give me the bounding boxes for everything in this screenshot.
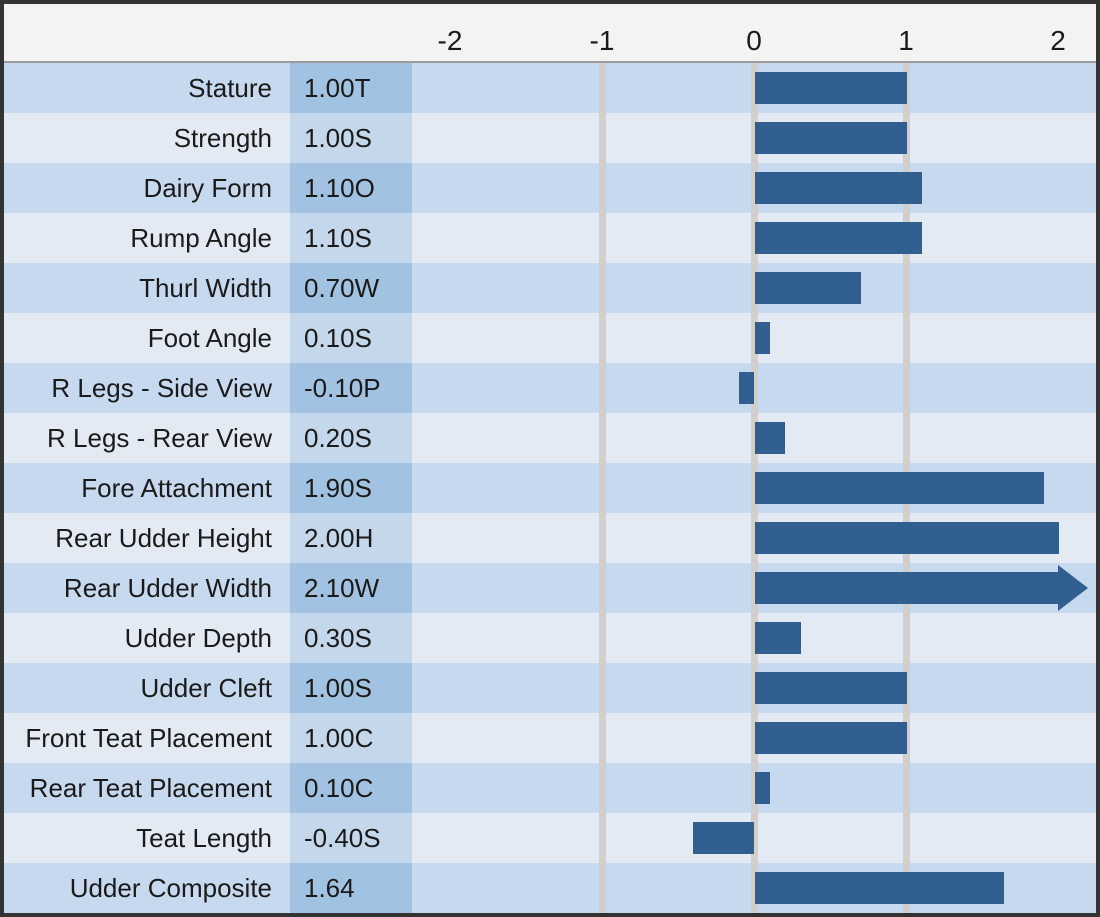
trait-label: Front Teat Placement xyxy=(25,723,272,753)
trait-value: 0.30S xyxy=(290,613,412,663)
trait-value: 2.00H xyxy=(290,513,412,563)
table-row: Teat Length -0.40S xyxy=(4,813,1096,863)
table-row: Udder Cleft 1.00S xyxy=(4,663,1096,713)
trait-label: Fore Attachment xyxy=(81,473,272,503)
trait-value: 1.10S xyxy=(290,213,412,263)
bar xyxy=(755,272,861,304)
table-row: Rear Udder Height 2.00H xyxy=(4,513,1096,563)
table-row: Udder Depth 0.30S xyxy=(4,613,1096,663)
bar xyxy=(739,372,754,404)
x-tick-label: 1 xyxy=(898,25,914,56)
table-row: R Legs - Rear View 0.20S xyxy=(4,413,1096,463)
trait-rows: Stature 1.00T Strength 1.00S Dairy Form 1.10O… xyxy=(4,63,1096,913)
trait-label: Stature xyxy=(188,73,272,103)
trait-label: Rear Udder Height xyxy=(55,523,272,553)
x-tick-label: -2 xyxy=(437,25,463,56)
trait-value: 1.00C xyxy=(290,713,412,763)
table-row: Front Teat Placement 1.00C xyxy=(4,713,1096,763)
trait-label: R Legs - Rear View xyxy=(47,423,272,453)
overflow-arrow-icon xyxy=(1058,565,1088,611)
bar xyxy=(755,722,907,754)
trait-label: Strength xyxy=(173,123,272,153)
trait-label: Udder Cleft xyxy=(140,673,273,703)
table-row: Stature 1.00T xyxy=(4,63,1096,113)
trait-label: R Legs - Side View xyxy=(51,373,272,403)
table-row: Rear Teat Placement 0.10C xyxy=(4,763,1096,813)
bar xyxy=(755,422,785,454)
bar xyxy=(755,672,907,704)
table-row: Foot Angle 0.10S xyxy=(4,313,1096,363)
bar xyxy=(755,322,770,354)
trait-value: 0.10S xyxy=(290,313,412,363)
bar xyxy=(755,872,1004,904)
trait-value: 1.00S xyxy=(290,663,412,713)
bar xyxy=(755,172,922,204)
table-row: Strength 1.00S xyxy=(4,113,1096,163)
trait-value: 1.00S xyxy=(290,113,412,163)
trait-label: Udder Depth xyxy=(124,623,272,653)
bar xyxy=(755,522,1059,554)
trait-value: 1.10O xyxy=(290,163,412,213)
bar-overflow-body xyxy=(755,572,1058,604)
trait-value: 0.70W xyxy=(290,263,412,313)
table-row: Rear Udder Width 2.10W xyxy=(4,563,1096,613)
trait-value: 0.20S xyxy=(290,413,412,463)
table-row: R Legs - Side View -0.10P xyxy=(4,363,1096,413)
trait-label: Rump Angle xyxy=(130,223,272,253)
bar xyxy=(755,222,922,254)
trait-value: 1.90S xyxy=(290,463,412,513)
trait-label: Dairy Form xyxy=(143,173,272,203)
trait-value: 1.64 xyxy=(290,863,412,913)
table-row: Dairy Form 1.10O xyxy=(4,163,1096,213)
trait-value: 0.10C xyxy=(290,763,412,813)
trait-value: 1.00T xyxy=(290,63,412,113)
table-row: Fore Attachment 1.90S xyxy=(4,463,1096,513)
trait-label: Rear Teat Placement xyxy=(29,773,272,803)
x-axis-header: -2 -1 0 1 2 xyxy=(4,4,1096,63)
trait-label: Teat Length xyxy=(136,823,272,853)
table-row: Rump Angle 1.10S xyxy=(4,213,1096,263)
table-row: Udder Composite 1.64 xyxy=(4,863,1096,913)
x-tick-label: -1 xyxy=(589,25,615,56)
trait-value: -0.10P xyxy=(290,363,412,413)
bar xyxy=(755,772,770,804)
x-tick-label: 0 xyxy=(746,25,762,56)
bar xyxy=(755,72,907,104)
trait-label: Udder Composite xyxy=(69,873,272,903)
trait-value: 2.10W xyxy=(290,563,412,613)
trait-label: Foot Angle xyxy=(147,323,272,353)
trait-label: Rear Udder Width xyxy=(63,573,272,603)
bar xyxy=(755,122,907,154)
table-row: Thurl Width 0.70W xyxy=(4,263,1096,313)
x-tick-label: 2 xyxy=(1050,25,1066,56)
trait-value: -0.40S xyxy=(290,813,412,863)
bar xyxy=(755,622,801,654)
bar xyxy=(755,472,1044,504)
bar xyxy=(693,822,754,854)
trait-label: Thurl Width xyxy=(139,273,272,303)
